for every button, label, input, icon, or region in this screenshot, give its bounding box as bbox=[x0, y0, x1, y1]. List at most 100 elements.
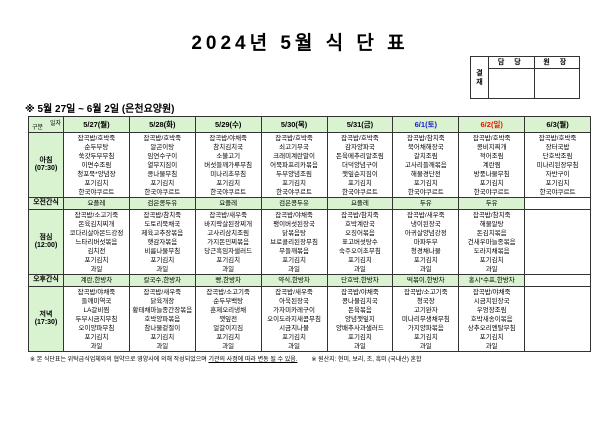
date-header: 5/31(금) bbox=[326, 116, 394, 133]
menu-table: 일자 구분 5/27(월) 5/28(화) 5/29(수) 5/30(목) 5/31(금) 6… bbox=[28, 116, 591, 352]
menu-cell: 요플레 bbox=[63, 197, 130, 210]
menu-item: 한국야쿠르트 bbox=[539, 188, 576, 196]
menu-item: 얼갈이지짐 bbox=[213, 324, 244, 332]
menu-item: 잡곡밥/새우죽 bbox=[275, 288, 313, 296]
menu-item: 오이도라지새콤무침 bbox=[267, 315, 321, 323]
menu-item: 과일 bbox=[485, 265, 498, 273]
menu-item: 청포묵*양념장 bbox=[77, 170, 116, 178]
menu-item: 호박계란국 bbox=[344, 220, 375, 228]
menu-item: 잡곡밥/참치죽 bbox=[406, 134, 445, 142]
menu-item: 돈육메추리알조림 bbox=[336, 152, 384, 160]
footer-origin-text: ※ 원산지: 현미, 보리, 조, 흑미 (국내산) 혼합 bbox=[311, 357, 422, 363]
menu-item: 바지락살된장찌개 bbox=[204, 220, 253, 228]
menu-item: 포기김치 bbox=[150, 333, 175, 341]
corner-label-category: 구분 bbox=[32, 125, 44, 131]
menu-item: 크래미계란말이 bbox=[273, 152, 315, 160]
menu-item: 팽이버섯된장국 bbox=[273, 220, 315, 228]
menu-cell: 두유 bbox=[392, 197, 460, 210]
menu-item: 단호박,한방차 bbox=[341, 277, 379, 284]
approval-head-director: 원 장 bbox=[534, 57, 579, 69]
row-label-meal: 저녁 (17:30) bbox=[28, 286, 64, 352]
menu-item: 갈치조림 bbox=[413, 152, 438, 160]
date-header: 5/28(화) bbox=[128, 116, 196, 133]
row-label-name: 점심 bbox=[39, 233, 53, 241]
menu-item: 잡곡밥/새우죽 bbox=[143, 288, 182, 296]
menu-item: 냉이된장국 bbox=[410, 220, 441, 228]
menu-item: 과일 bbox=[90, 342, 103, 350]
menu-item: 잡곡밥/야채죽 bbox=[275, 211, 313, 219]
menu-item: 버섯들깨가루무침 bbox=[204, 161, 253, 169]
menu-item: 콩나물무침 bbox=[147, 170, 178, 178]
menu-item: 숙주오이초무침 bbox=[339, 247, 381, 255]
menu-item: LA갈비찜 bbox=[83, 306, 110, 314]
page-title: 2024년 5월 식 단 표 bbox=[191, 33, 409, 54]
menu-item: 잡곡밥/참치죽 bbox=[143, 211, 182, 219]
menu-item: 잡곡밥/호박죽 bbox=[341, 134, 379, 142]
menu-item: 가지돈민찌볶음 bbox=[207, 238, 250, 246]
menu-cell: 잡곡밥/참치죽 호박계란국 오징어볶음 표고버섯탕수 숙주오이초무침 포기김치 과일 bbox=[326, 209, 394, 275]
menu-item: 북어채해장국 bbox=[407, 143, 444, 151]
approval-label-cell: 결재 bbox=[471, 57, 489, 98]
header-row: 일자 구분 5/27(월) 5/28(화) 5/29(수) 5/30(목) 5/31(금) 6… bbox=[28, 116, 591, 133]
menu-item: 코다리살아몬드강정 bbox=[69, 229, 124, 237]
menu-cell: 잡곡밥/새우죽 닭육개장 황태채마늘종간장볶음 호박양파볶음 참나물겉절이 포기김치 과일 bbox=[128, 286, 196, 352]
menu-item: 포기김치 bbox=[282, 179, 307, 187]
menu-item: 잡곡밥/참치죽 bbox=[341, 211, 379, 219]
menu-item: 잡곡밥/호박죽 bbox=[275, 134, 313, 142]
menu-item: 순두부백탕 bbox=[213, 297, 244, 305]
date-header: 6/3(월) bbox=[524, 116, 591, 133]
menu-item: 임연수구이 bbox=[147, 152, 178, 160]
menu-item: 미나리초무침 bbox=[210, 170, 247, 178]
menu-cell: 요플레 bbox=[326, 197, 394, 210]
menu-item: 닭육개장 bbox=[150, 297, 175, 305]
menu-item: 돈육김치찌개 bbox=[78, 220, 115, 228]
approval-head-manager: 담 당 bbox=[489, 57, 534, 69]
menu-item: 한국야쿠르트 bbox=[144, 188, 181, 196]
menu-cell: 잡곡밥/야채죽 팽이버섯된장국 닭볶음탕 브로콜리된장무침 무들깨볶음 포기김치 과일 bbox=[260, 209, 328, 275]
menu-item: 표고버섯탕수 bbox=[341, 238, 378, 246]
menu-item: 과일 bbox=[156, 342, 169, 350]
menu-item: 두유 bbox=[419, 200, 432, 207]
menu-cell: 잡곡밥/호박죽 쇠고기무국 크래미계란말이 어묵파프리카볶음 두부양념조림 포기김치 한국야… bbox=[260, 132, 328, 198]
menu-cell: 단호박,한방차 bbox=[326, 274, 394, 287]
menu-item: 두부양념조림 bbox=[276, 170, 312, 178]
menu-item: 참치김치국 bbox=[213, 143, 244, 151]
menu-cell: 약식,한방차 bbox=[260, 274, 328, 287]
row-label-snack: 오후간식 bbox=[28, 274, 64, 287]
footer-note-text: ※ 본 식단표는 위탁급식업체와의 협약으로 영양사에 의해 작성되었으며 bbox=[30, 357, 209, 363]
date-header: 5/30(목) bbox=[260, 116, 328, 133]
menu-item: 호박새송이볶음 bbox=[470, 315, 513, 323]
menu-item: 잡곡밥/야채죽 bbox=[77, 288, 116, 296]
menu-item: 해물알탕 bbox=[479, 220, 504, 228]
menu-item: 과일 bbox=[353, 342, 366, 350]
footer-note: ※ 본 식단표는 위탁급식업체와의 협약으로 영양사에 의해 작성되었으며 기관… bbox=[30, 354, 590, 363]
menu-item: 포기김치 bbox=[479, 179, 504, 187]
menu-item: 과일 bbox=[90, 265, 103, 273]
menu-item: 잡곡밥/야채죽 bbox=[341, 288, 379, 296]
menu-item: 검은콩두유 bbox=[147, 200, 178, 207]
menu-item: 이면수조림 bbox=[81, 161, 112, 169]
footer-note-underlined: 기관의 사정에 따라 변동 될 수 있음. bbox=[208, 357, 298, 363]
menu-item: 계란찜 bbox=[482, 161, 501, 169]
menu-cell-empty bbox=[524, 286, 591, 352]
menu-cell: 잡곡밥/소고기죽 청국장 고기완자 미나리무생채무침 가지양파볶음 포기김치 과일 bbox=[392, 286, 460, 352]
menu-cell: 잡곡밥/참치죽 해물알탕 돈김치볶음 건새우마늘종볶음 도라지채볶음 포기김치 과일 bbox=[458, 209, 526, 275]
menu-item: 포기김치 bbox=[545, 179, 570, 187]
date-header: 6/2(일) bbox=[458, 116, 526, 133]
menu-item: 가지양파볶음 bbox=[407, 324, 444, 332]
menu-item: 당근흑임자샐러드 bbox=[204, 247, 253, 255]
menu-item: 잡곡밥/소고기죽 bbox=[403, 288, 448, 296]
menu-item: 떡볶이,한방차 bbox=[406, 277, 445, 284]
menu-item: 무들깨볶음 bbox=[279, 247, 310, 255]
menu-item: 요플레 bbox=[87, 200, 106, 207]
menu-cell: 잡곡밥/참치죽 도토리묵채국 제육고추장볶음 햇감자볶음 비름나물무침 포기김치 과일 bbox=[128, 209, 196, 275]
menu-item: 양념깻잎지 bbox=[344, 315, 375, 323]
menu-item: 미나리무생채무침 bbox=[401, 315, 450, 323]
menu-item: 한국야쿠르트 bbox=[210, 188, 247, 196]
date-header: 5/29(수) bbox=[194, 116, 262, 133]
menu-item: 단호박조림 bbox=[542, 152, 573, 160]
menu-item: 포기김치 bbox=[479, 256, 504, 264]
row-label-time: (07:30) bbox=[34, 165, 58, 172]
menu-cell-empty bbox=[524, 209, 591, 275]
menu-item: 들깨미역국 bbox=[81, 297, 112, 305]
